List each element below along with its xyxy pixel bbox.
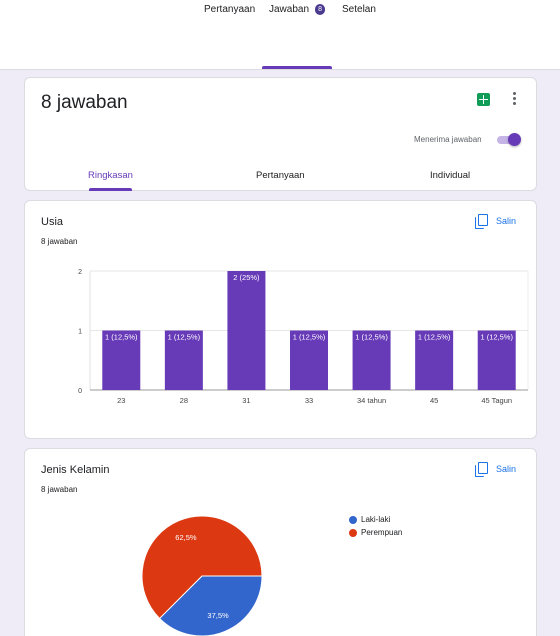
question-title: Usia — [41, 216, 64, 228]
copy-label: Salin — [496, 216, 517, 226]
google-sheets-icon[interactable] — [477, 93, 490, 106]
bar-data-label: 2 (25%) — [233, 273, 260, 282]
pie-slice — [158, 575, 263, 636]
top-bar: Pertanyaan Jawaban 8 Setelan — [0, 0, 560, 70]
question-card-usia: Usia 8 jawaban Salin 0 1 2 1 (12,5%) 23 1 (12… — [24, 200, 537, 439]
accepting-responses-toggle[interactable] — [497, 133, 521, 146]
bar — [102, 330, 141, 390]
copy-icon — [475, 214, 489, 230]
bar-data-label: 1 (12,5%) — [480, 333, 513, 342]
x-tick-label: 28 — [180, 396, 188, 405]
active-tab-indicator — [262, 66, 332, 69]
x-tick-label: 45 — [430, 396, 438, 405]
copy-icon — [475, 462, 489, 478]
legend-dot — [349, 529, 357, 537]
subtab-pertanyaan[interactable]: Pertanyaan — [256, 170, 305, 181]
legend-dot — [349, 516, 357, 524]
x-tick-label: 33 — [305, 396, 313, 405]
tab-setelan[interactable]: Setelan — [342, 4, 376, 15]
bar-data-label: 1 (12,5%) — [168, 333, 201, 342]
responses-count-title: 8 jawaban — [41, 92, 128, 113]
y-tick-label: 1 — [78, 329, 82, 336]
bar — [352, 330, 391, 390]
legend-label: Perempuan — [361, 528, 403, 537]
question-title: Jenis Kelamin — [41, 464, 110, 476]
legend-label: Laki-laki — [361, 515, 391, 524]
pie-legend: Laki-laki Perempuan — [349, 515, 402, 541]
pie-slice — [141, 515, 263, 620]
question-response-count: 8 jawaban — [41, 485, 78, 494]
responses-summary-card: 8 jawaban Menerima jawaban Ringkasan Per… — [24, 77, 537, 191]
x-tick-label: 23 — [117, 396, 125, 405]
tab-pertanyaan[interactable]: Pertanyaan — [204, 4, 256, 15]
bar-data-label: 1 (12,5%) — [293, 333, 326, 342]
bar — [290, 330, 328, 390]
response-count-badge: 8 — [315, 4, 326, 15]
question-response-count: 8 jawaban — [41, 237, 78, 246]
bar — [227, 271, 266, 390]
active-subtab-indicator — [89, 188, 132, 191]
more-vert-icon[interactable] — [510, 92, 518, 106]
y-tick-label: 0 — [78, 388, 82, 395]
subtab-ringkasan[interactable]: Ringkasan — [88, 170, 133, 181]
gender-pie-chart: 37,5% 62,5% — [141, 515, 263, 636]
question-card-jenis-kelamin: Jenis Kelamin 8 jawaban Salin 37,5% 62,5%… — [24, 448, 537, 636]
age-bar-chart: 0 1 2 1 (12,5%) 23 1 (12,5%) 28 2 (25%) 31 1 (12,… — [78, 269, 529, 405]
y-tick-label: 2 — [78, 269, 82, 276]
legend-item-perempuan: Perempuan — [349, 528, 402, 541]
tab-jawaban-label: Jawaban — [269, 4, 310, 15]
tab-jawaban[interactable]: Jawaban 8 — [269, 0, 326, 24]
copy-label: Salin — [496, 464, 517, 474]
pie-data-label: 37,5% — [207, 611, 229, 620]
bar-data-label: 1 (12,5%) — [418, 333, 451, 342]
bar-data-label: 1 (12,5%) — [355, 333, 388, 342]
pie-data-label: 62,5% — [175, 533, 197, 542]
accepting-responses-label: Menerima jawaban — [414, 135, 482, 144]
x-tick-label: 45 Tagun — [481, 396, 512, 405]
bar — [164, 330, 203, 390]
legend-item-laki-laki: Laki-laki — [349, 515, 402, 528]
x-tick-label: 34 tahun — [357, 396, 386, 405]
bar — [415, 330, 454, 390]
subtab-individual[interactable]: Individual — [430, 170, 471, 181]
x-tick-label: 31 — [242, 396, 250, 405]
bar — [477, 330, 516, 390]
bar-data-label: 1 (12,5%) — [105, 333, 138, 342]
